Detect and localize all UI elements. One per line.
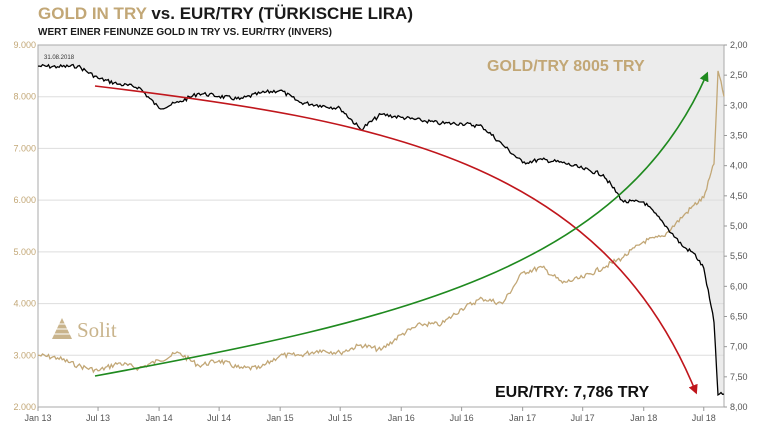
y-left-axis: 2.000 3.000 4.000 5.000 6.000 7.000 8.000 9.000 [13,40,36,412]
y-right-tick-label: 8,00 [730,402,748,412]
series-line-gold [37,70,725,374]
solit-logo: Solit [52,318,117,342]
date-label: 31.08.2018 [44,55,75,61]
chart-title-rest: vs. EUR/TRY (TÜRKISCHE LIRA) [146,4,413,23]
x-tick-label: Jul 16 [450,413,474,423]
gold-try-annotation: GOLD/TRY 8005 TRY [487,58,645,75]
y-right-tick-label: 6,50 [730,312,748,322]
series-line-eurtry [38,63,725,397]
y-right-tick-label: 7,50 [730,372,748,382]
trend-arrow-red [94,85,698,395]
y-left-tick-label: 6.000 [13,195,36,205]
x-tick-label: Jan 16 [388,413,415,423]
chart-title-gold: GOLD IN TRY [38,4,147,23]
x-axis: Jan 13 Jul 13 Jan 14 Jul 14 Jan 15 Jul 15 Jan … [24,407,716,423]
y-right-tick-label: 3,50 [730,131,748,141]
chart-subtitle: WERT EINER FEINUNZE GOLD IN TRY VS. EUR/… [38,27,332,38]
x-tick-label: Jul 13 [86,413,110,423]
x-tick-label: Jan 13 [24,413,51,423]
y-right-tick-label: 2,50 [730,70,748,80]
x-tick-label: Jan 14 [146,413,173,423]
y-left-tick-label: 2.000 [13,402,36,412]
chart-title: GOLD IN TRY vs. EUR/TRY (TÜRKISCHE LIRA) [38,4,413,24]
y-right-tick-label: 7,00 [730,342,748,352]
x-tick-label: Jan 18 [630,413,657,423]
x-tick-label: Jul 18 [692,413,716,423]
trend-arrow-green [94,71,709,377]
x-tick-label: Jan 17 [509,413,536,423]
y-right-tick-label: 4,00 [730,161,748,171]
eur-try-annotation: EUR/TRY: 7,786 TRY [495,384,649,401]
y-right-tick-label: 5,00 [730,221,748,231]
y-left-tick-label: 7.000 [13,143,36,153]
y-left-tick-label: 3.000 [13,350,36,360]
grid-lines [38,96,724,356]
y-left-tick-label: 9.000 [13,40,36,50]
x-tick-label: Jul 14 [207,413,231,423]
x-tick-label: Jan 15 [267,413,294,423]
y-right-tick-label: 6,00 [730,281,748,291]
y-left-tick-label: 8.000 [13,92,36,102]
x-tick-label: Jul 17 [571,413,595,423]
y-left-tick-label: 5.000 [13,247,36,257]
y-right-tick-label: 3,00 [730,100,748,110]
x-tick-label: Jul 15 [328,413,352,423]
y-right-tick-label: 5,50 [730,251,748,261]
logo-text: Solit [77,318,117,342]
shaded-area [38,45,724,395]
y-right-axis: 2,00 2,50 3,00 3,50 4,00 4,50 5,00 5,50 6,00 6,50… [724,40,748,412]
y-right-tick-label: 4,50 [730,191,748,201]
y-left-tick-label: 4.000 [13,299,36,309]
y-right-tick-label: 2,00 [730,40,748,50]
